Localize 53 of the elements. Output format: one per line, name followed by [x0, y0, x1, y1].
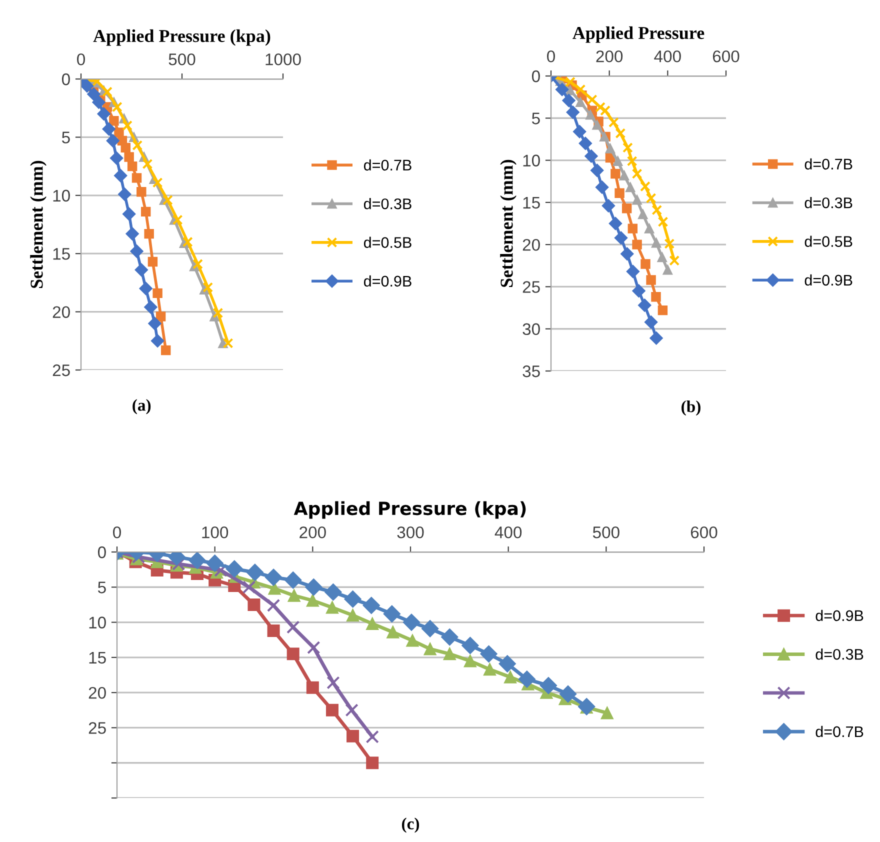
x-tick-label: 400 — [654, 50, 681, 62]
x-tick-label: 1000 — [266, 53, 301, 66]
x-axis-title: Applied Pressure (kpa) — [294, 501, 526, 519]
legend-label: d=0.3B — [804, 197, 852, 208]
y-tick-label: 30 — [522, 323, 540, 336]
legend-label: d=0.7B — [364, 159, 412, 171]
y-tick-label: 0 — [62, 73, 70, 86]
x-tick-label: 600 — [690, 526, 718, 538]
x-tick-label: 0 — [113, 526, 121, 538]
y-axis-title: Settlement (mm) — [30, 160, 46, 288]
text: (b) — [682, 400, 700, 416]
y-tick-label: 15 — [53, 248, 70, 260]
legend-label: d=0.9B — [816, 610, 864, 622]
x-tick-label: 300 — [397, 526, 424, 538]
y-tick-label: 35 — [522, 365, 540, 378]
y-tick-label: 0 — [532, 70, 540, 82]
legend-label: d=0.7B — [804, 158, 852, 170]
x-tick-label: 400 — [494, 526, 522, 538]
x-tick-label: 100 — [202, 526, 228, 538]
legend-label: d=0.5B — [364, 236, 412, 248]
y-tick-label: 15 — [89, 652, 106, 664]
x-tick-label: 500 — [592, 526, 620, 538]
y-axis-title: Settlement (mm) — [500, 160, 516, 287]
y-tick-label: 20 — [522, 238, 540, 251]
x-axis-title: Applied Pressure (kpa) — [93, 29, 270, 46]
y-tick-label: 20 — [88, 686, 106, 699]
x-tick-label: 600 — [712, 50, 740, 62]
legend-label: d=0.3B — [364, 198, 412, 210]
y-tick-label: 5 — [98, 582, 106, 594]
y-tick-label: 10 — [89, 616, 106, 628]
legend-label: d=0.9B — [804, 274, 852, 286]
x-axis-title: Applied Pressure — [572, 26, 704, 43]
y-tick-label: 5 — [62, 132, 70, 144]
y-tick-label: 10 — [523, 154, 540, 166]
text: (a) — [132, 399, 151, 414]
y-tick-label: 15 — [523, 197, 540, 209]
y-tick-label: 25 — [88, 722, 106, 734]
legend-label: d=0.5B — [804, 236, 852, 247]
x-tick-label: 0 — [77, 53, 85, 66]
x-tick-label: 200 — [300, 526, 326, 538]
x-tick-label: 200 — [596, 50, 623, 62]
text: (c) — [402, 818, 420, 833]
y-tick-label: 20 — [52, 306, 70, 318]
x-tick-label: 500 — [168, 53, 196, 66]
y-tick-label: 0 — [98, 546, 106, 558]
x-tick-label: 0 — [547, 50, 555, 62]
legend-label: d=0.3B — [816, 648, 864, 660]
y-tick-label: 10 — [53, 190, 70, 202]
legend-label: d=0.9B — [364, 275, 412, 287]
y-tick-label: 25 — [52, 364, 70, 376]
legend-label: d=0.7B — [816, 726, 864, 738]
y-tick-label: 5 — [532, 112, 540, 124]
y-tick-label: 25 — [522, 281, 540, 293]
